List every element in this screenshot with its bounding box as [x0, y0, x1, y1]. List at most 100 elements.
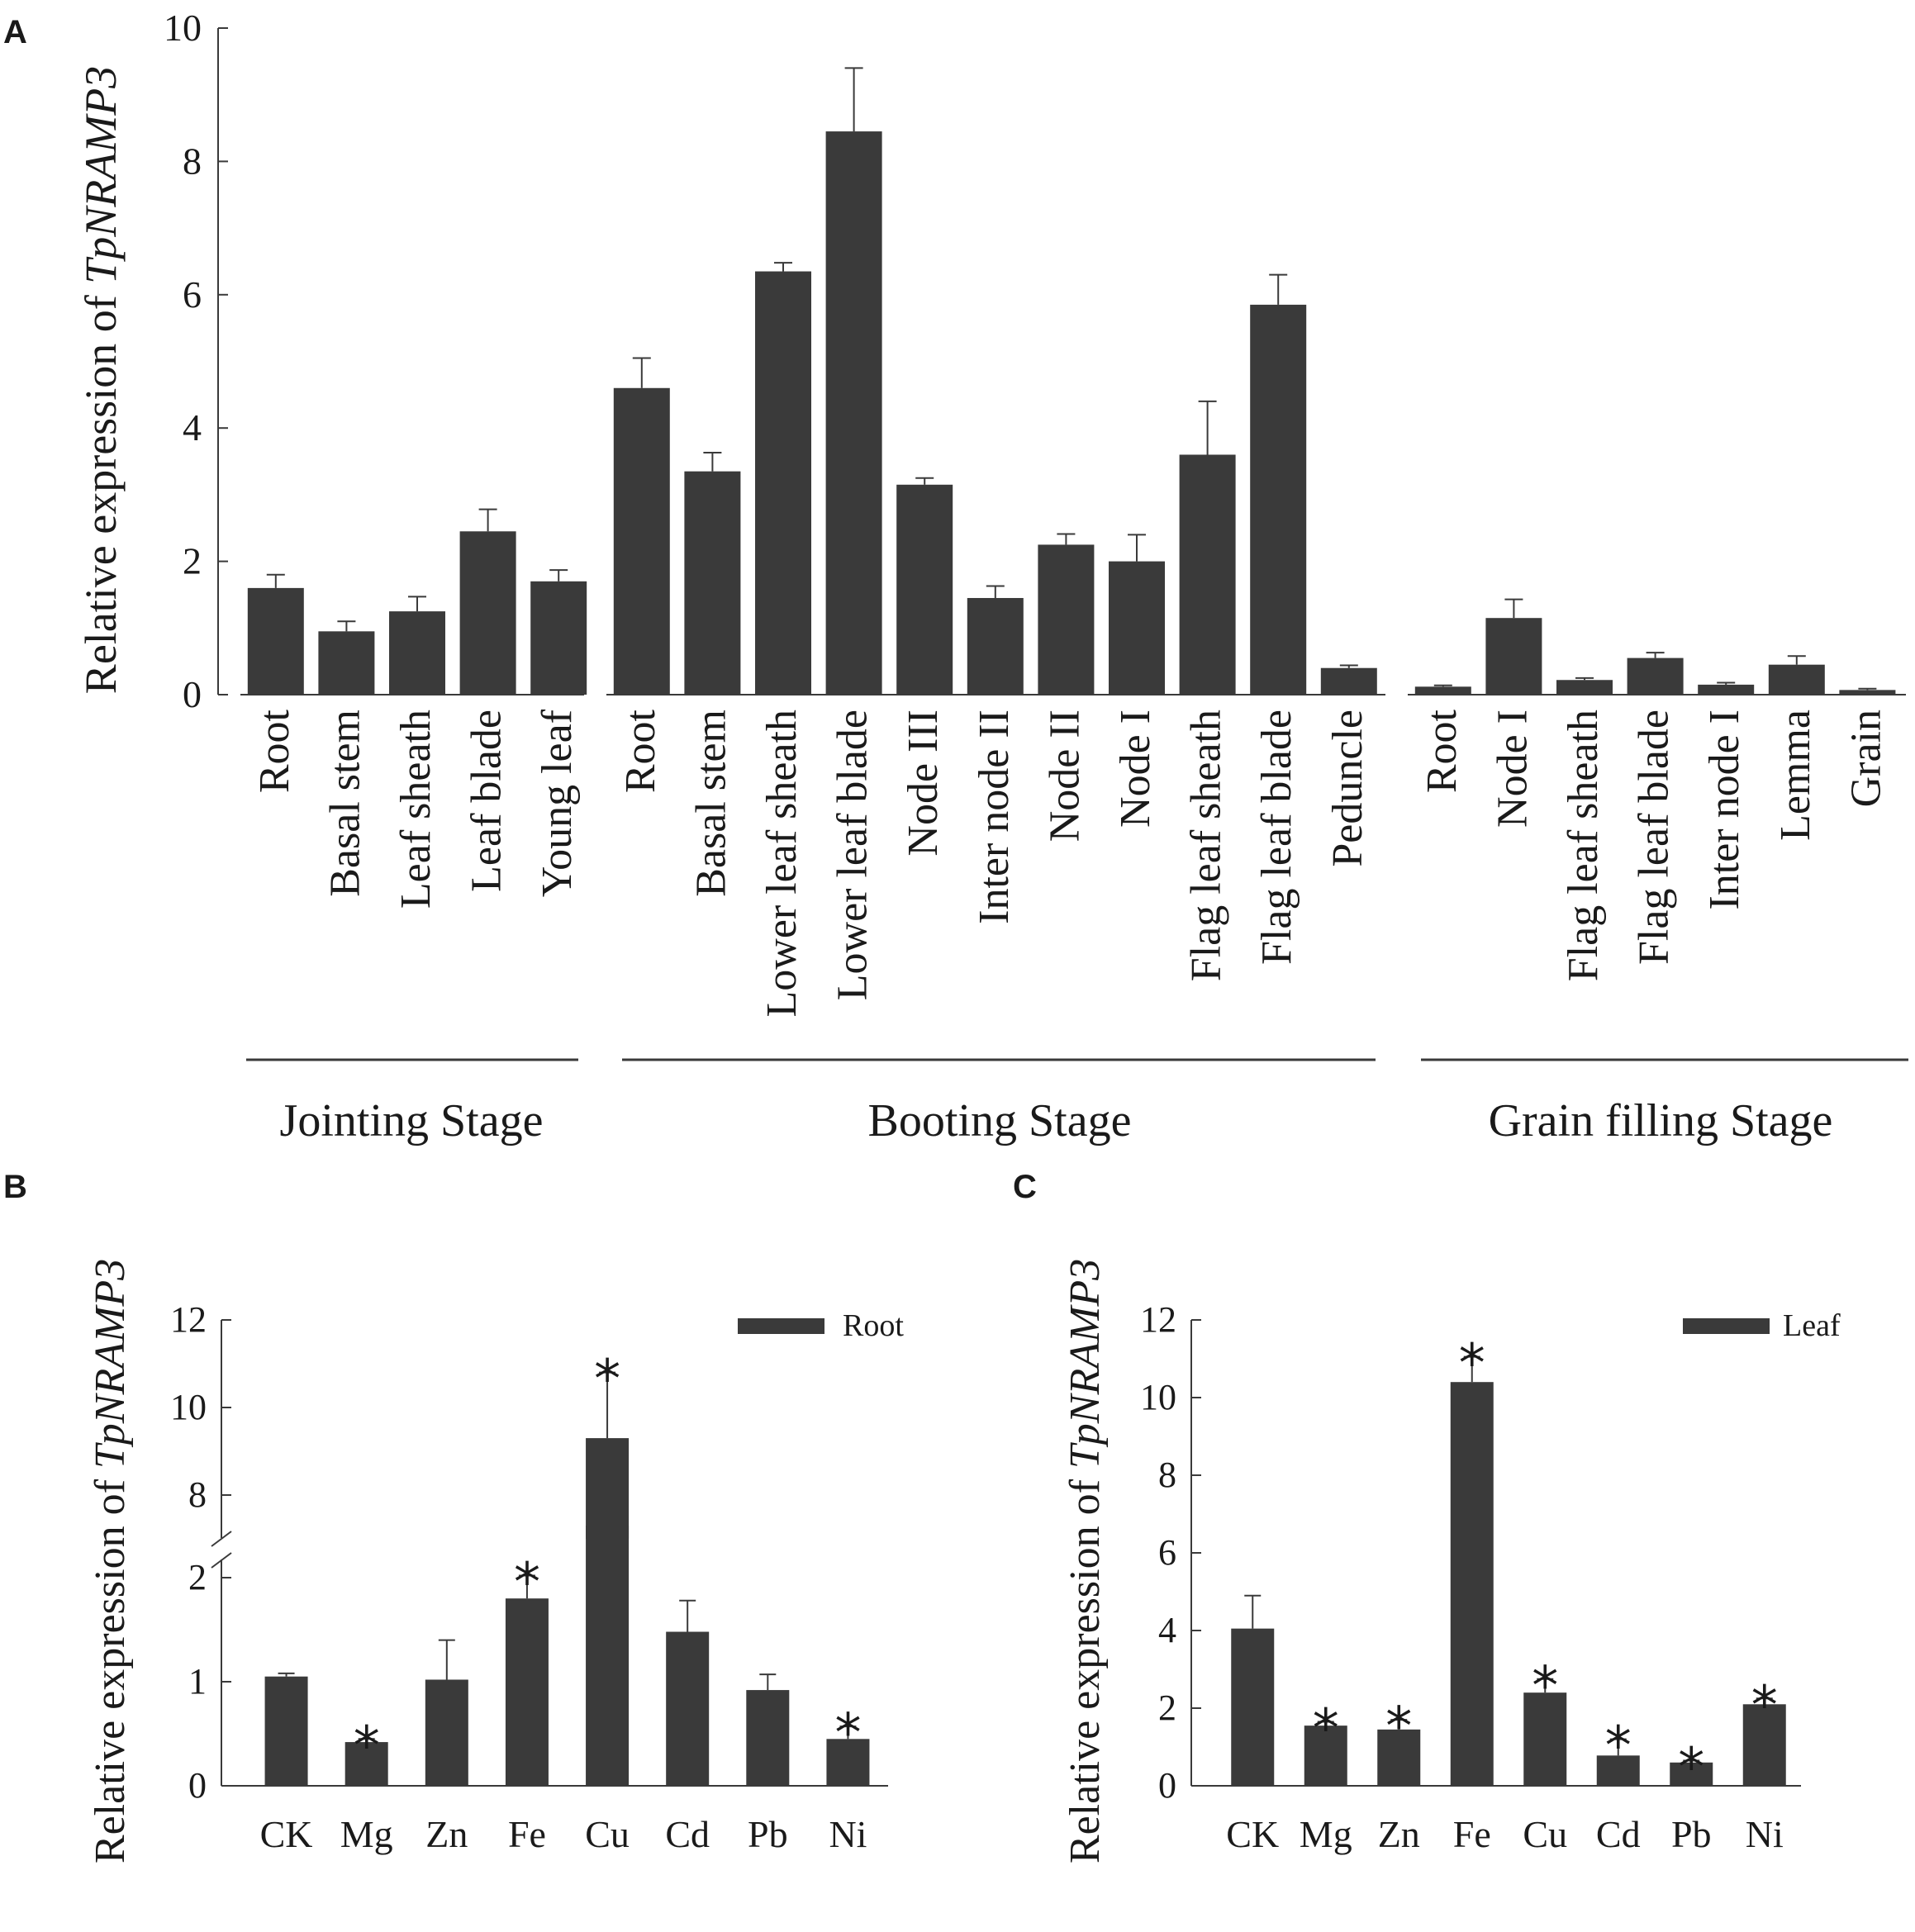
panel-a-x-label-inter-node-ii: Inter node II — [971, 710, 1018, 924]
panel-c-x-label-cu: Cu — [1523, 1813, 1567, 1855]
panel-b-x-label-pb: Pb — [748, 1813, 788, 1855]
panel-b-bar-ni — [826, 1739, 870, 1786]
panel-a-bar-booting-stage-root — [613, 387, 670, 695]
panel-a-bar-booting-stage-lower-leaf-sheath — [755, 271, 811, 695]
panel-b-significance-ni: * — [834, 1703, 861, 1764]
panel-b-bar-fe — [505, 1598, 549, 1786]
panel-a-x-label-leaf-blade: Leaf blade — [463, 710, 511, 892]
panel-a-y-tick-label: 6 — [183, 273, 202, 316]
panel-b-x-label-cd: Cd — [665, 1813, 710, 1855]
panel-c-x-label-fe: Fe — [1453, 1813, 1491, 1855]
panel-a-x-label-inter-node-i: Inter node I — [1701, 710, 1748, 910]
panel-b-x-label-fe: Fe — [508, 1813, 546, 1855]
panel-a-bar-grain-filling-stage-node-i — [1485, 618, 1542, 695]
panel-a-bar-jointing-stage-leaf-sheath — [389, 611, 445, 695]
panel-b-bar-zn — [425, 1679, 468, 1786]
panel-a-y-tick-label: 2 — [183, 540, 202, 582]
panel-a-bar-booting-stage-node-i — [1109, 561, 1165, 695]
panel-c-bar-mg — [1304, 1726, 1347, 1786]
panel-a-bar-booting-stage-basal-stem — [684, 471, 741, 695]
panel-c-y-tick-label: 12 — [1140, 1299, 1176, 1340]
panel-c-significance-cu: * — [1532, 1656, 1558, 1717]
panel-a-x-label-lower-leaf-blade: Lower leaf blade — [829, 710, 877, 1000]
panel-b-x-label-ck: CK — [260, 1813, 313, 1855]
panel-a-bar-grain-filling-stage-flag-leaf-blade — [1627, 657, 1684, 695]
panel-a-bar-booting-stage-flag-leaf-blade — [1250, 304, 1307, 695]
panel-a-x-label-node-iii: Node III — [900, 710, 947, 857]
panel-a-bar-grain-filling-stage-grain — [1839, 690, 1896, 695]
panel-a-bar-jointing-stage-root — [247, 587, 304, 695]
panel-c-y-tick-label: 4 — [1158, 1610, 1176, 1650]
panel-a-x-label-peduncle: Peduncle — [1324, 710, 1371, 867]
panel-c-bar-cd — [1596, 1755, 1640, 1786]
panel-b-x-label-mg: Mg — [340, 1813, 393, 1855]
panel-b-y-tick-label: 1 — [188, 1661, 207, 1702]
panel-c-significance-fe: * — [1459, 1334, 1485, 1395]
panel-a-x-label-basal-stem: Basal stem — [321, 710, 368, 897]
panel-c-plot: 0 2 4 6 8 10 12 CK * Mg * Zn * Fe * Cu * Cd * Pb * Ni — [1140, 1299, 1801, 1855]
panel-c-x-label-cd: Cd — [1596, 1813, 1641, 1855]
panel-c-bar-ni — [1742, 1704, 1786, 1786]
stage-label-jointing: Jointing Stage — [280, 1095, 544, 1146]
panel-a-x-label-flag-leaf-sheath: Flag leaf sheath — [1183, 710, 1230, 981]
panel-a-x-label-root: Root — [617, 709, 664, 793]
legend-swatch-root — [738, 1318, 824, 1334]
panel-a-x-label-flag-leaf-sheath: Flag leaf sheath — [1560, 710, 1607, 981]
panel-c-y-tick-label: 2 — [1158, 1688, 1176, 1728]
panel-c-significance-cd: * — [1605, 1716, 1632, 1778]
panel-b-bar-ck — [264, 1676, 308, 1786]
panel-label-a: A — [3, 14, 27, 50]
panel-b-y-tick-label: 2 — [188, 1557, 207, 1597]
panel-a-bar-booting-stage-lower-leaf-blade — [825, 131, 882, 695]
panel-c-x-label-mg: Mg — [1300, 1813, 1352, 1855]
panel-c-x-label-pb: Pb — [1671, 1813, 1712, 1855]
panel-c-x-label-ni: Ni — [1746, 1813, 1784, 1855]
panel-b-bar-cu-upper — [586, 1438, 630, 1539]
panel-a-y-tick-label: 0 — [183, 673, 202, 715]
panel-b-significance-fe: * — [514, 1552, 540, 1613]
panel-c-significance-pb: * — [1678, 1737, 1704, 1798]
panel-a-x-label-lower-leaf-sheath: Lower leaf sheath — [758, 710, 805, 1017]
panel-a-x-label-node-i: Node I — [1112, 710, 1159, 828]
panel-c-bar-zn — [1377, 1729, 1421, 1786]
panel-b-significance-mg: * — [354, 1716, 380, 1777]
panel-a-y-tick-label: 4 — [183, 406, 202, 449]
panel-c-y-tick-label: 8 — [1158, 1455, 1176, 1495]
panel-a-bar-booting-stage-inter-node-ii — [967, 597, 1024, 695]
panel-a-x-label-node-i: Node I — [1489, 710, 1536, 828]
panel-a-bar-grain-filling-stage-root — [1414, 686, 1471, 695]
panel-a-bar-booting-stage-node-ii — [1038, 544, 1095, 695]
panel-b-axis-break-mark — [211, 1552, 232, 1569]
panel-a-bar-booting-stage-flag-leaf-sheath — [1179, 454, 1236, 695]
panel-c-y-tick-label: 6 — [1158, 1532, 1176, 1573]
panel-a-y-tick-label: 10 — [164, 7, 202, 49]
panel-b-x-label-zn: Zn — [425, 1813, 468, 1855]
panel-a-bar-booting-stage-node-iii — [896, 484, 953, 695]
panel-a-x-label-basal-stem: Basal stem — [687, 710, 734, 897]
legend-swatch-leaf — [1683, 1318, 1770, 1334]
panel-b-y-tick-label: 10 — [170, 1387, 207, 1427]
panel-c-bar-ck — [1231, 1628, 1275, 1786]
panel-a-y-tick-label: 8 — [183, 140, 202, 182]
stage-label-booting: Booting Stage — [868, 1095, 1132, 1146]
panel-c-y-tick-label: 0 — [1158, 1765, 1176, 1806]
panel-a-bar-jointing-stage-basal-stem — [318, 631, 375, 695]
panel-a-bar-grain-filling-stage-inter-node-i — [1698, 684, 1755, 695]
panel-c-bar-cu — [1523, 1692, 1567, 1786]
panel-b-x-label-cu: Cu — [585, 1813, 630, 1855]
panel-a-x-label-grain: Grain — [1842, 710, 1889, 807]
legend-label-root: Root — [843, 1308, 904, 1343]
panel-label-c: C — [1013, 1169, 1037, 1205]
panel-a-x-label-young-leaf: Young leaf — [534, 709, 581, 897]
panel-b-y-tick-label: 0 — [188, 1765, 207, 1806]
panel-c-x-label-zn: Zn — [1378, 1813, 1420, 1855]
panel-a-bar-grain-filling-stage-flag-leaf-sheath — [1556, 680, 1613, 695]
panel-b-bar-mg — [345, 1742, 388, 1786]
panel-c-bar-pb — [1670, 1762, 1713, 1786]
panel-b-x-label-ni: Ni — [829, 1813, 867, 1855]
panel-c-significance-mg: * — [1313, 1698, 1339, 1759]
panel-label-b: B — [3, 1169, 27, 1205]
panel-c-bar-fe — [1450, 1382, 1494, 1786]
